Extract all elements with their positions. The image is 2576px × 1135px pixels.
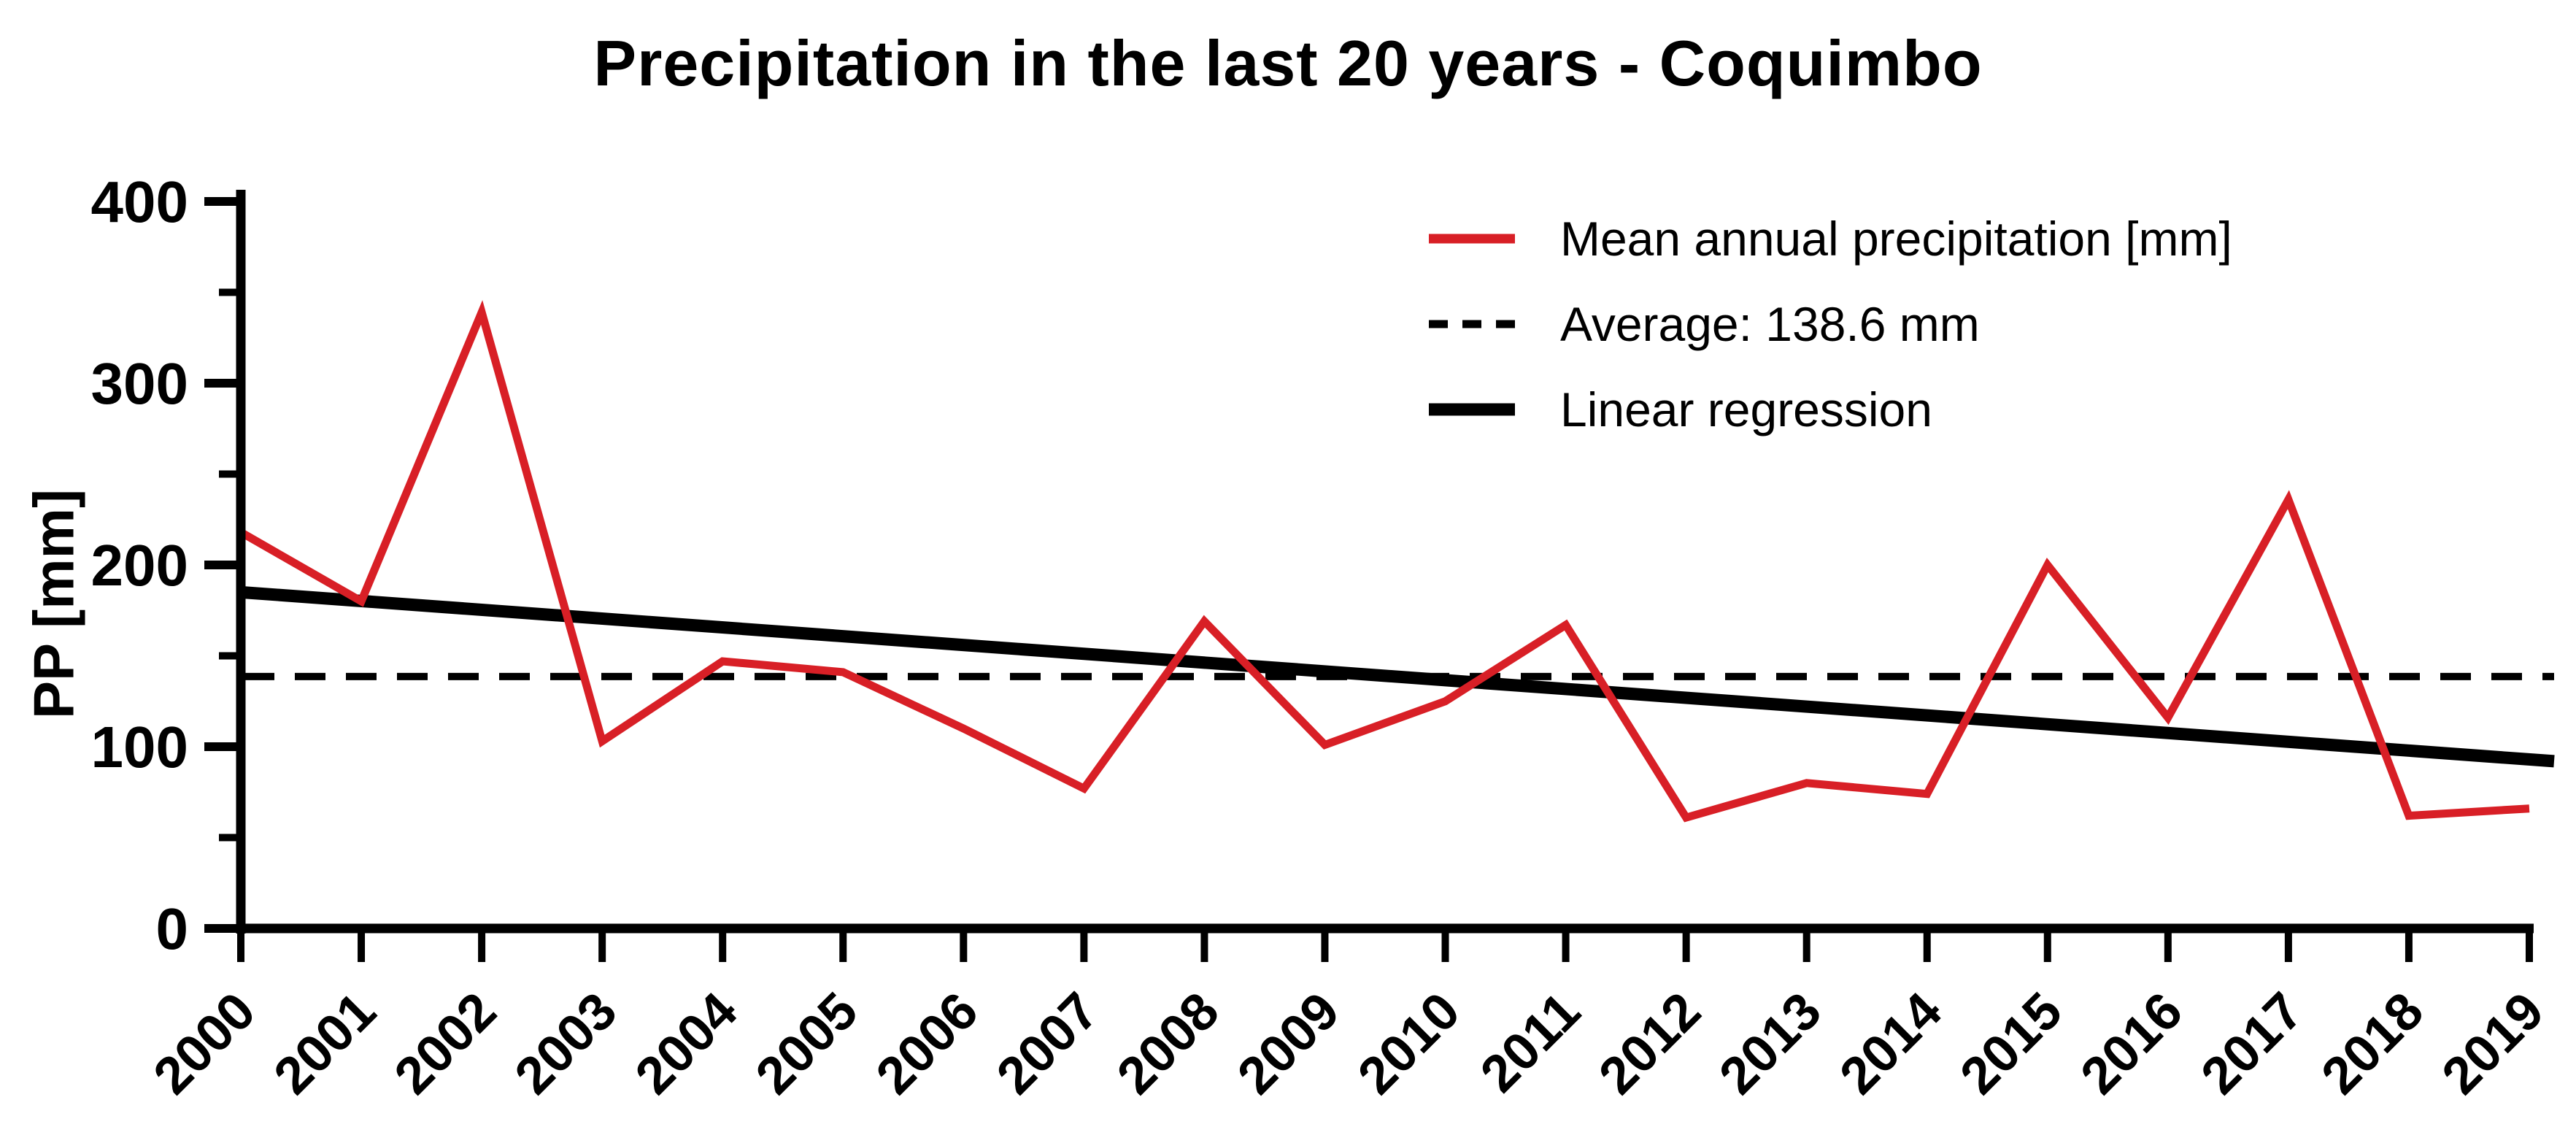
year-label: 2014	[1829, 982, 1953, 1106]
year-label: 2006	[865, 982, 990, 1106]
precipitation-line	[239, 300, 2530, 823]
y-tick-label: 0	[156, 896, 189, 961]
year-label: 2013	[1708, 982, 1832, 1106]
x-axis: 2000200120022003200420052006200720082009…	[142, 923, 2555, 1106]
y-tick-label: 400	[91, 169, 188, 234]
legend-item-regression: Linear regression	[1427, 366, 2232, 452]
year-label: 2010	[1347, 982, 1471, 1106]
legend-label: Mean annual precipitation [mm]	[1560, 211, 2232, 266]
year-label: 2019	[2431, 982, 2555, 1106]
legend-label: Average: 138.6 mm	[1560, 296, 1980, 351]
year-label: 2003	[504, 982, 628, 1106]
year-label: 2012	[1588, 982, 1712, 1106]
year-label: 2011	[1470, 982, 1592, 1104]
legend: Mean annual precipitation [mm] Average: …	[1427, 196, 2232, 452]
year-label: 2009	[1227, 982, 1351, 1106]
chart-title: Precipitation in the last 20 years - Coq…	[593, 27, 1983, 99]
year-label: 2018	[2310, 982, 2434, 1106]
year-label: 2008	[1106, 982, 1230, 1106]
red-line-marker-icon	[1429, 234, 1515, 243]
year-label: 2016	[2070, 982, 2194, 1106]
y-axis: 0 100 200 300 400	[91, 169, 246, 961]
y-tick-label: 100	[91, 715, 188, 780]
legend-item-average: Average: 138.6 mm	[1427, 281, 2232, 366]
legend-item-precipitation: Mean annual precipitation [mm]	[1427, 196, 2232, 281]
legend-label: Linear regression	[1560, 382, 1932, 436]
year-label: 2005	[745, 982, 869, 1106]
y-tick-label: 200	[91, 533, 188, 598]
year-label: 2007	[986, 982, 1110, 1106]
year-label: 2004	[625, 982, 749, 1106]
regression-line	[240, 585, 2555, 768]
year-label: 2000	[142, 982, 266, 1106]
dashed-line-marker-icon	[1429, 320, 1515, 328]
year-label: 2015	[1949, 982, 2073, 1106]
year-label: 2001	[263, 982, 387, 1106]
year-label: 2017	[2190, 982, 2314, 1106]
year-label: 2002	[384, 982, 508, 1106]
y-tick-label: 300	[91, 351, 188, 416]
thick-line-marker-icon	[1429, 403, 1515, 415]
